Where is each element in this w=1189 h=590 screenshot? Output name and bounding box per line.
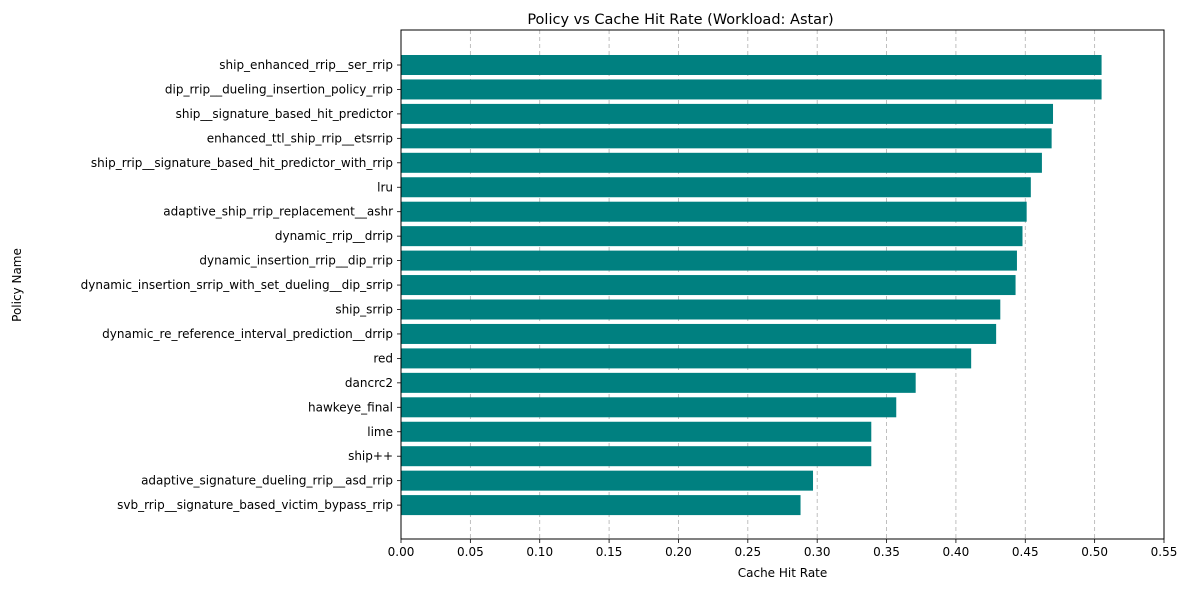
- x-tick-label: 0.05: [457, 545, 484, 559]
- bar: [401, 103, 1054, 124]
- y-tick-label: hawkeye_final: [308, 400, 393, 414]
- x-tick-label: 0.30: [804, 545, 831, 559]
- x-tick-label: 0.20: [665, 545, 692, 559]
- y-tick-label: enhanced_ttl_ship_rrip__etsrrip: [207, 131, 393, 145]
- bar: [401, 128, 1052, 149]
- bar: [401, 55, 1102, 75]
- y-tick-label: red: [373, 351, 393, 365]
- y-tick-label: lru: [377, 180, 393, 194]
- bar: [401, 397, 897, 418]
- x-tick-label: 0.40: [943, 545, 970, 559]
- bar: [401, 177, 1031, 198]
- y-tick-label: dynamic_rrip__drrip: [275, 229, 393, 243]
- y-tick-label: ship++: [348, 449, 393, 463]
- bar: [401, 348, 972, 369]
- x-tick-label: 0.45: [1012, 545, 1039, 559]
- y-tick-label: dancrc2: [345, 376, 393, 390]
- x-tick-label: 0.00: [388, 545, 415, 559]
- y-tick-label: dip_rrip__dueling_insertion_policy_rrip: [165, 82, 393, 96]
- bar: [401, 79, 1102, 100]
- bar: [401, 152, 1042, 173]
- x-tick-label: 0.15: [596, 545, 623, 559]
- x-tick-label: 0.35: [873, 545, 900, 559]
- y-tick-label: ship_rrip__signature_based_hit_predictor…: [91, 156, 393, 170]
- chart-title: Policy vs Cache Hit Rate (Workload: Asta…: [527, 12, 833, 28]
- y-tick-label: dynamic_re_reference_interval_prediction…: [102, 327, 393, 341]
- y-tick-label: ship__signature_based_hit_predictor: [176, 107, 393, 121]
- bar: [401, 421, 872, 442]
- y-tick-label: dynamic_insertion_srrip_with_set_dueling…: [81, 278, 393, 292]
- bar: [401, 201, 1027, 222]
- y-tick-label: dynamic_insertion_rrip__dip_rrip: [199, 254, 393, 268]
- bar: [401, 372, 916, 393]
- plot-frame: [400, 29, 1165, 540]
- y-tick-label: adaptive_ship_rrip_replacement__ashr: [163, 205, 393, 219]
- x-tick-label: 0.55: [1151, 545, 1178, 559]
- bars: [401, 55, 1102, 516]
- x-tick-label: 0.25: [734, 545, 761, 559]
- y-tick-label: ship_srrip: [335, 303, 393, 317]
- bar: [401, 323, 997, 344]
- bar: [401, 495, 801, 516]
- x-tick-label: 0.50: [1081, 545, 1108, 559]
- bar: [401, 275, 1016, 296]
- bar: [401, 299, 1001, 320]
- bar: [401, 226, 1023, 247]
- bar: [401, 446, 872, 467]
- x-tick-labels: 0.00 0.05 0.10 0.15 0.20 0.25 0.30 0.35 0.40 0.45…: [388, 539, 1178, 559]
- y-tick-label: adaptive_signature_dueling_rrip__asd_rri…: [141, 474, 393, 488]
- y-axis-label: Policy Name: [10, 248, 24, 322]
- x-axis-label: Cache Hit Rate: [738, 566, 828, 580]
- bar: [401, 250, 1017, 271]
- y-tick-label: ship_enhanced_rrip__ser_rrip: [219, 58, 393, 72]
- y-tick-label: lime: [367, 425, 393, 439]
- x-tick-label: 0.10: [526, 545, 553, 559]
- bar: [401, 470, 814, 491]
- y-tick-label: svb_rrip__signature_based_victim_bypass_…: [117, 498, 393, 512]
- y-tick-labels: ship_enhanced_rrip__ser_rrip dip_rrip__du…: [81, 58, 401, 512]
